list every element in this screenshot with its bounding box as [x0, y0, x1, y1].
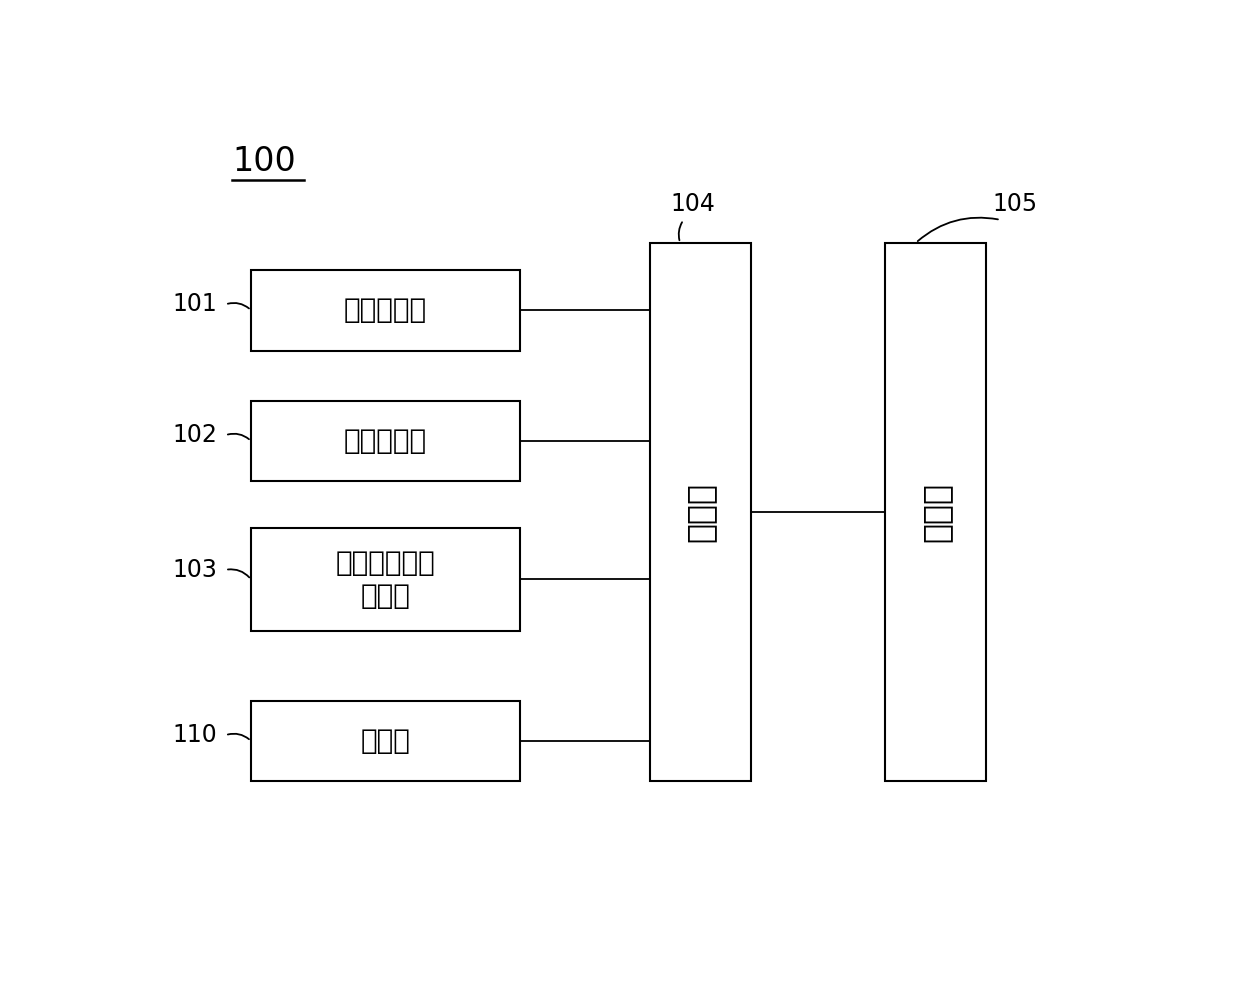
Text: 处理器: 处理器	[684, 483, 717, 542]
Text: 车辆检测器: 车辆检测器	[343, 297, 428, 325]
Bar	[250, 270, 521, 351]
Bar	[250, 700, 521, 781]
Text: 104: 104	[671, 192, 715, 216]
Text: 105: 105	[992, 192, 1038, 216]
Bar	[250, 527, 521, 631]
Text: 103: 103	[172, 557, 217, 581]
Text: 光栅检测器: 光栅检测器	[343, 427, 428, 455]
Bar	[650, 243, 750, 781]
Text: 存储器: 存储器	[919, 483, 952, 542]
Text: 102: 102	[172, 424, 217, 448]
Text: 车载电子标签
探测器: 车载电子标签 探测器	[336, 549, 435, 609]
Text: 101: 101	[172, 293, 217, 317]
Bar	[250, 401, 521, 482]
Bar	[885, 243, 986, 781]
Text: 显示器: 显示器	[361, 727, 410, 755]
Text: 110: 110	[172, 723, 217, 747]
Text: 100: 100	[232, 145, 295, 178]
